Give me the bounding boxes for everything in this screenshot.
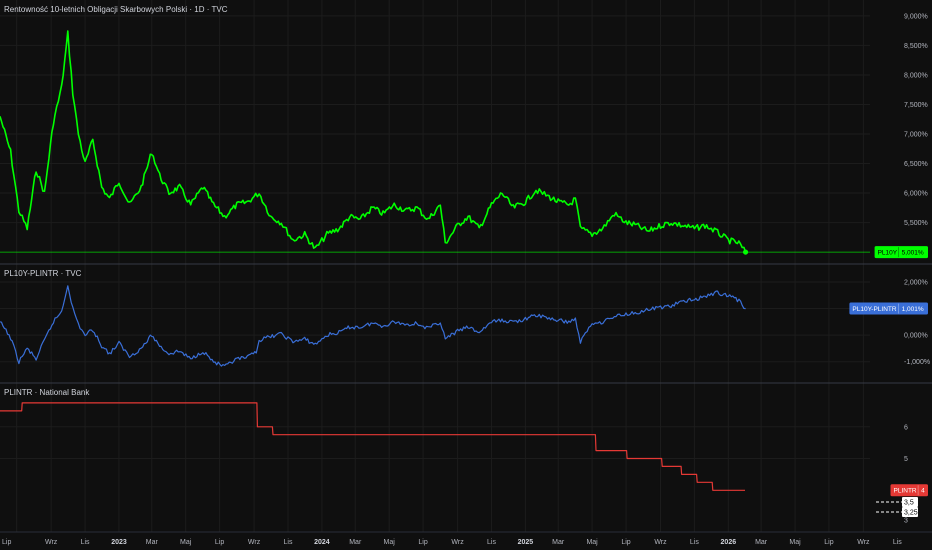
x-tick-label: Wrz (45, 539, 58, 546)
x-tick-label: 2023 (111, 539, 127, 546)
forecast-label: 3,25 (904, 510, 918, 517)
y-tick-label: 6,000% (904, 191, 928, 198)
x-tick-label: Lip (824, 539, 833, 546)
x-tick-label: Maj (586, 539, 598, 546)
y-tick-label: 5,500% (904, 220, 928, 227)
series-name-label: PL10Y (878, 249, 898, 256)
x-tick-label: 2026 (721, 539, 737, 546)
x-tick-label: Wrz (451, 539, 464, 546)
last-value-tag-bg (849, 302, 928, 315)
x-tick-label: Lip (215, 539, 224, 546)
y-tick-label: 6 (904, 424, 908, 431)
last-value-tag: PL10Y-PLINTR 1,001% (849, 302, 928, 315)
last-value-label: 4 (921, 488, 925, 495)
forecast-label: 3,5 (904, 500, 914, 507)
y-tick-label: 8,500% (904, 43, 928, 50)
y-tick-label: 6,500% (904, 161, 928, 168)
x-tick-label: Lis (487, 539, 496, 546)
forecast-label: 3 (904, 518, 908, 525)
y-tick-label: 9,000% (904, 13, 928, 20)
x-tick-label: Mar (552, 539, 565, 546)
y-tick-label: 2,000% (904, 279, 928, 286)
x-axis: Lip Wrz Lis 2023 Mar Maj Lip Wrz Lis 2024 Mar Maj Li… (2, 539, 902, 546)
x-tick-label: Lis (81, 539, 90, 546)
series-line-pl10y (0, 30, 747, 253)
x-tick-label: Wrz (654, 539, 667, 546)
x-tick-label: Lis (284, 539, 293, 546)
series-line-pl10y-plintr (0, 285, 746, 367)
grid (0, 0, 870, 532)
pane-title: PL10Y-PLINTR · TVC (4, 269, 82, 278)
series-name-label: PL10Y-PLINTR (852, 306, 897, 313)
pane-1: 9,000% 8,500% 8,000% 7,500% 7,000% 6,500% 6,00… (0, 5, 928, 259)
x-tick-label: Maj (180, 539, 192, 546)
pane-title: Rentowność 10-letnich Obligacji Skarbowy… (4, 5, 228, 14)
pane-3: 6 5 PLINTR · National Bank PLINTR 4 3,5 3,253 (0, 382, 932, 525)
pane-title: PLINTR · National Bank (4, 388, 90, 397)
forecast-label-bg (902, 497, 918, 507)
forecast-label-bg (902, 507, 918, 517)
y-tick-label: 7,500% (904, 102, 928, 109)
x-tick-label: 2024 (314, 539, 330, 546)
x-tick-label: Wrz (248, 539, 261, 546)
y-tick-label: -1,000% (904, 359, 930, 366)
series-name-label: PLINTR (894, 488, 917, 495)
y-tick-label: 8,000% (904, 72, 928, 79)
series-line-plintr (0, 402, 745, 491)
last-value-tag-bg (890, 484, 928, 497)
x-tick-label: Lip (2, 539, 11, 546)
x-tick-label: Mar (755, 539, 768, 546)
pane-2: 2,000%1,000%0,000%-1,000%PL10Y-PLINTR · … (0, 263, 932, 367)
last-value-tag: PL10Y 5,001% (874, 246, 928, 259)
x-tick-label: 2025 (518, 539, 534, 546)
x-tick-label: Lis (893, 539, 902, 546)
x-tick-label: Wrz (857, 539, 870, 546)
x-tick-label: Maj (789, 539, 801, 546)
x-tick-label: Lis (690, 539, 699, 546)
last-value-label: 5,001% (902, 249, 924, 256)
y-tick-label: 5 (904, 456, 908, 463)
y-tick-label: 7,000% (904, 132, 928, 139)
y-tick-label: 0,000% (904, 333, 928, 340)
x-tick-label: Mar (349, 539, 362, 546)
x-tick-label: Mar (146, 539, 159, 546)
last-value-label: 1,001% (902, 306, 924, 313)
panes: 9,000% 8,500% 8,000% 7,500% 7,000% 6,500% 6,00… (0, 5, 932, 525)
last-value-tag: PLINTR 4 (890, 484, 928, 497)
last-value-tag-bg (874, 246, 928, 259)
last-value-dot (742, 249, 749, 255)
x-tick-label: Lip (418, 539, 427, 546)
x-tick-label: Lip (621, 539, 630, 546)
x-tick-label: Maj (384, 539, 396, 546)
